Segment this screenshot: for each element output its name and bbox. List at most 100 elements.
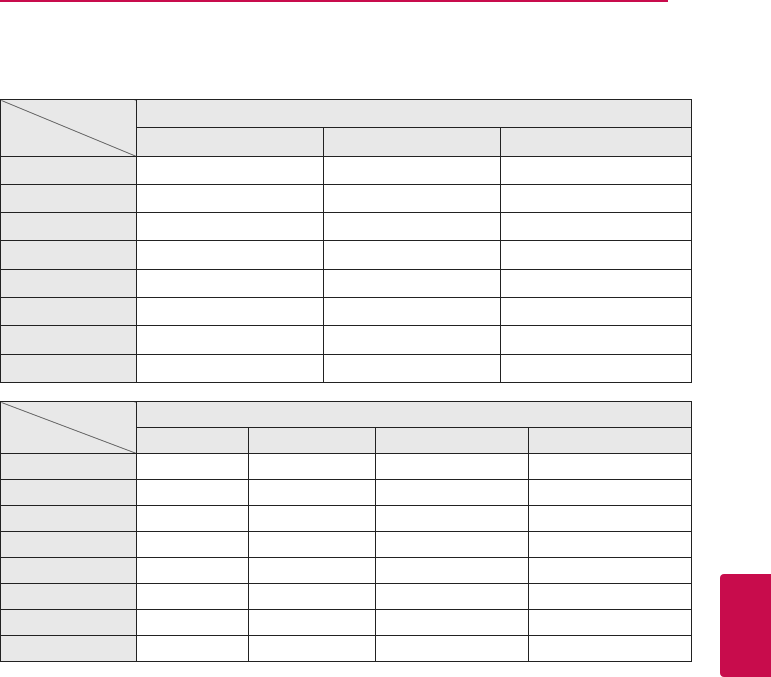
- column-header-cell: [248, 427, 376, 454]
- table-cell: [136, 183, 324, 214]
- row-header-cell: [0, 155, 137, 185]
- row-header-cell: [0, 557, 137, 584]
- table-row: [0, 268, 693, 299]
- table-row: [0, 297, 693, 327]
- table-cell: [499, 240, 693, 270]
- table-cell: [528, 479, 692, 506]
- table-cell: [248, 609, 376, 636]
- table-1: [0, 98, 693, 384]
- table-cell: [136, 325, 324, 355]
- table-cell: [323, 325, 501, 355]
- row-header-cell: [0, 505, 137, 532]
- table-row: [0, 155, 693, 185]
- table-cell: [528, 531, 692, 558]
- table-cell: [323, 240, 501, 270]
- table-cell: [136, 531, 249, 558]
- table-cell: [528, 453, 692, 480]
- corner-header-cell: [0, 99, 137, 157]
- column-header-cell: [375, 427, 529, 454]
- row-header-cell: [0, 268, 137, 299]
- table-cell: [248, 635, 376, 662]
- table-cell: [323, 183, 501, 214]
- table-cell: [323, 268, 501, 299]
- row-header-cell: [0, 583, 137, 610]
- table-row: [0, 353, 693, 384]
- table-cell: [323, 353, 501, 384]
- table-cell: [136, 353, 324, 384]
- table-cell: [499, 183, 693, 214]
- column-header-cell: [528, 427, 692, 454]
- table-cell: [323, 212, 501, 242]
- column-header-cell: [136, 127, 324, 157]
- corner-header-cell: [0, 401, 137, 454]
- row-header-cell: [0, 183, 137, 214]
- table-row: [0, 183, 693, 214]
- group-header-cell: [135, 98, 693, 129]
- table-cell: [528, 635, 692, 662]
- table-cell: [136, 453, 249, 480]
- table-cell: [528, 505, 692, 532]
- table-cell: [136, 557, 249, 584]
- table-cell: [248, 453, 376, 480]
- table-cell: [375, 531, 529, 558]
- table-cell: [323, 155, 501, 185]
- table-cell: [136, 609, 249, 636]
- column-header-cell: [136, 427, 249, 454]
- table-cell: [136, 268, 324, 299]
- table-row: [0, 453, 692, 480]
- table-cell: [499, 297, 693, 327]
- table-cell: [499, 155, 693, 185]
- row-header-cell: [0, 325, 137, 355]
- table-cell: [499, 325, 693, 355]
- header-rule: [0, 0, 668, 2]
- row-header-cell: [0, 479, 137, 506]
- table-cell: [248, 505, 376, 532]
- table-cell: [375, 557, 529, 584]
- table-cell: [136, 240, 324, 270]
- row-header-cell: [0, 212, 137, 242]
- table-row: [0, 240, 693, 270]
- table-cell: [375, 479, 529, 506]
- table-cell: [499, 353, 693, 384]
- table-cell: [375, 583, 529, 610]
- table-cell: [136, 155, 324, 185]
- table-cell: [375, 609, 529, 636]
- table-2: [0, 401, 692, 662]
- table-cell: [528, 609, 692, 636]
- table-row: [0, 635, 692, 662]
- table-cell: [528, 583, 692, 610]
- table-row: [0, 583, 692, 610]
- table-row: [0, 325, 693, 355]
- table-row: [0, 212, 693, 242]
- table-cell: [248, 531, 376, 558]
- table-cell: [248, 479, 376, 506]
- table-cell: [375, 505, 529, 532]
- row-header-cell: [0, 531, 137, 558]
- row-header-cell: [0, 635, 137, 662]
- table-cell: [136, 583, 249, 610]
- table-row: [0, 505, 692, 532]
- table-cell: [136, 505, 249, 532]
- table-cell: [136, 635, 249, 662]
- column-header-cell: [499, 127, 693, 157]
- table-cell: [323, 297, 501, 327]
- table-row: [0, 479, 692, 506]
- table-cell: [136, 297, 324, 327]
- table-cell: [248, 557, 376, 584]
- table-cell: [136, 479, 249, 506]
- row-header-cell: [0, 609, 137, 636]
- table-cell: [528, 557, 692, 584]
- row-header-cell: [0, 453, 137, 480]
- table-row: [0, 531, 692, 558]
- section-tab: [720, 574, 771, 677]
- table-cell: [499, 212, 693, 242]
- column-header-cell: [323, 127, 501, 157]
- table-cell: [375, 453, 529, 480]
- row-header-cell: [0, 297, 137, 327]
- table-cell: [136, 212, 324, 242]
- group-header-cell: [136, 401, 692, 428]
- row-header-cell: [0, 353, 137, 384]
- table-cell: [248, 583, 376, 610]
- table-cell: [375, 635, 529, 662]
- row-header-cell: [0, 240, 137, 270]
